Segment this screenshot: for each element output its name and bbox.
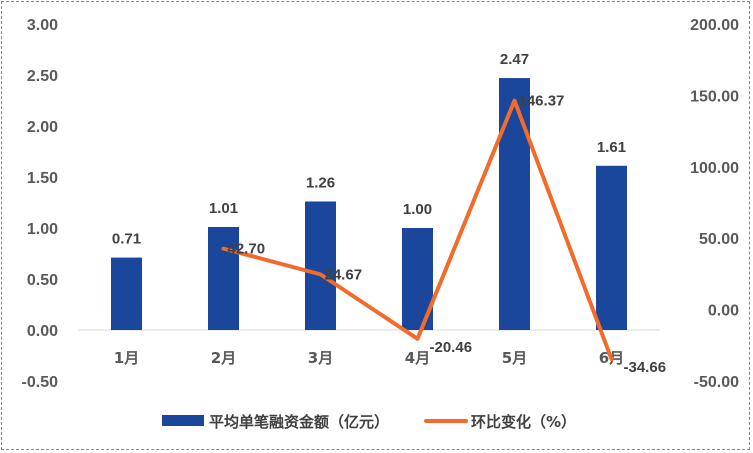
bar (208, 226, 239, 330)
bar-data-label: 1.61 (597, 139, 626, 156)
y-right-tick-label: 50.00 (699, 231, 739, 248)
x-tick-label: 4月 (405, 349, 430, 367)
y-left-tick-label: 1.00 (27, 221, 58, 238)
bar (499, 78, 530, 330)
bar-data-label: 0.71 (112, 231, 141, 248)
y-left-tick-label: 0.50 (27, 272, 58, 289)
y-left-tick-label: 0.00 (27, 323, 58, 340)
bar-data-label: 1.00 (403, 201, 432, 218)
legend-label-line: 环比变化（%） (471, 413, 576, 431)
y-left-tick-label: 2.00 (27, 119, 58, 136)
x-tick-label: 2月 (211, 349, 236, 367)
line-data-label: -20.46 (430, 339, 473, 356)
x-tick-label: 5月 (502, 349, 527, 367)
y-left-tick-label: 2.50 (27, 68, 58, 85)
x-tick-label: 3月 (308, 349, 333, 367)
bar (596, 165, 627, 330)
y-right-tick-label: 0.00 (708, 303, 739, 320)
legend-label-bar: 平均单笔融资金额（亿元） (209, 413, 389, 431)
x-tick-label: 1月 (114, 349, 139, 367)
bar-data-label: 1.01 (209, 200, 238, 217)
y-right-tick-label: -50.00 (694, 374, 739, 391)
bar (305, 201, 336, 330)
y-right-tick-label: 150.00 (690, 88, 739, 105)
line-data-label: -34.66 (624, 359, 667, 376)
line-data-label: 24.67 (325, 266, 363, 283)
bar (111, 257, 142, 330)
y-left-tick-label: 1.50 (27, 170, 58, 187)
y-right-tick-label: 200.00 (690, 17, 739, 34)
legend-swatch-bar (162, 415, 204, 426)
y-right-tick-label: 100.00 (690, 160, 739, 177)
line-data-label: 42.70 (228, 241, 266, 258)
y-left-tick-label: 3.00 (27, 17, 58, 34)
line-series (221, 98, 614, 362)
y-left-tick-label: -0.50 (22, 374, 59, 391)
bar-data-label: 1.26 (306, 174, 335, 191)
bar-data-label: 2.47 (500, 51, 529, 68)
line-data-label: 146.37 (519, 93, 565, 110)
